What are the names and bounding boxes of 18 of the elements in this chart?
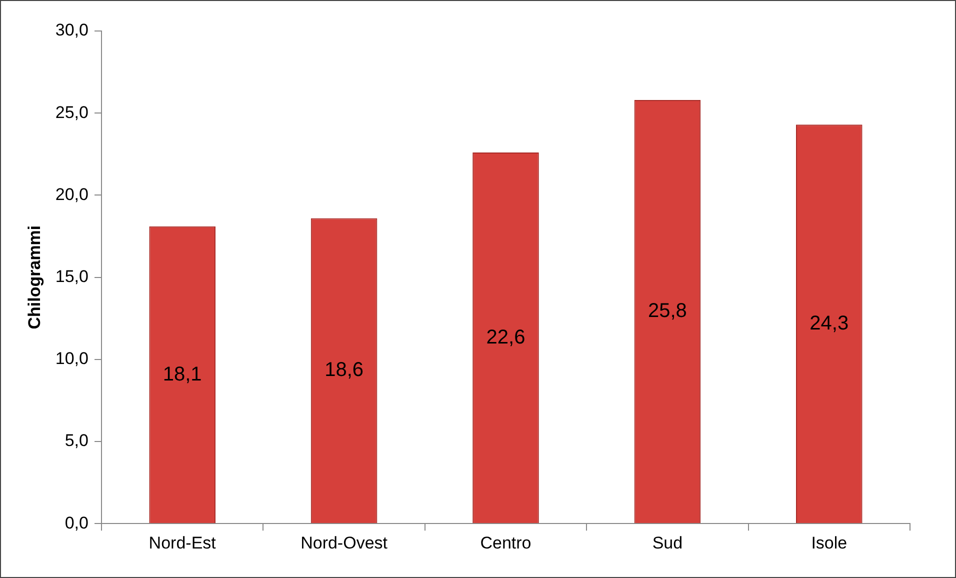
y-tick-label: 25,0 bbox=[55, 102, 88, 122]
x-tick-label: Centro bbox=[480, 533, 532, 552]
x-tick-label: Nord-Est bbox=[148, 533, 216, 552]
y-tick-label: 30,0 bbox=[55, 20, 88, 40]
y-tick-label: 5,0 bbox=[64, 431, 88, 450]
y-tick-label: 15,0 bbox=[55, 266, 88, 286]
data-label: 24,3 bbox=[810, 312, 849, 334]
y-axis-title: Chilogrammi bbox=[24, 225, 44, 330]
data-label: 18,6 bbox=[324, 359, 364, 382]
y-tick-label: 0,0 bbox=[64, 513, 88, 532]
x-tick-label: Nord-Ovest bbox=[300, 533, 388, 552]
y-tick-label: 10,0 bbox=[55, 349, 88, 368]
y-tick-label: 20,0 bbox=[55, 184, 88, 204]
data-label: 22,6 bbox=[486, 326, 526, 348]
x-tick-label: Sud bbox=[652, 533, 683, 552]
x-tick-label: Isole bbox=[811, 533, 848, 552]
data-label: 18,1 bbox=[162, 363, 202, 386]
data-label: 25,8 bbox=[648, 300, 687, 322]
